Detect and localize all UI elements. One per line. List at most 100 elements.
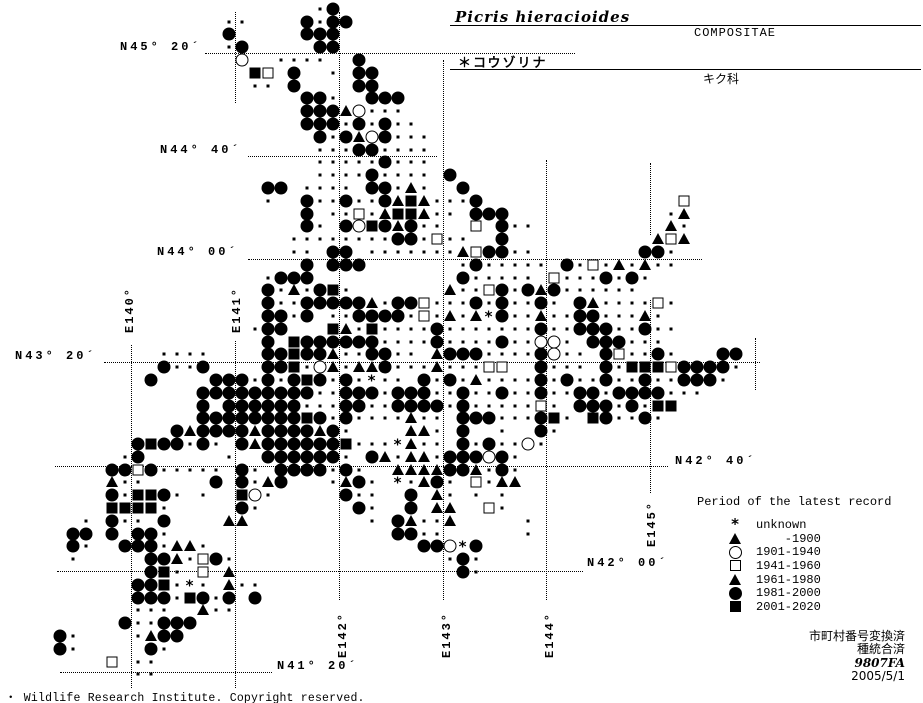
map-symbol-record-dot bbox=[721, 378, 724, 382]
map-symbol-asterisk-unknown: * bbox=[185, 576, 194, 595]
map-symbol-record-dot bbox=[227, 557, 230, 561]
map-symbol-open-square-1941-1960 bbox=[665, 361, 676, 373]
map-symbol-filled-circle-1981-2000 bbox=[729, 347, 742, 361]
map-symbol-filled-circle-1981-2000 bbox=[235, 437, 248, 451]
map-symbol-filled-circle-1981-2000 bbox=[274, 450, 287, 464]
map-symbol-filled-triangle-1961-1980 bbox=[456, 245, 469, 257]
legend-icon-open-square-1941-1960 bbox=[724, 560, 746, 572]
family-latin-name: COMPOSITAE bbox=[694, 26, 777, 40]
map-symbol-filled-circle-1981-2000 bbox=[300, 15, 313, 29]
map-symbol-record-dot bbox=[474, 442, 477, 446]
map-symbol-record-dot bbox=[162, 647, 165, 651]
map-symbol-filled-circle-1981-2000 bbox=[365, 450, 378, 464]
map-symbol-filled-triangle-1961-1980 bbox=[443, 514, 456, 526]
map-symbol-filled-circle-1981-2000 bbox=[144, 578, 157, 592]
map-symbol-filled-circle-1981-2000 bbox=[287, 424, 300, 438]
map-symbol-record-dot bbox=[136, 634, 139, 638]
map-symbol-record-dot bbox=[331, 416, 334, 420]
map-symbol-record-dot bbox=[227, 20, 230, 24]
map-symbol-record-dot bbox=[435, 442, 438, 446]
map-symbol-record-dot bbox=[396, 186, 399, 190]
map-symbol-filled-triangle-1961-1980 bbox=[261, 476, 274, 488]
map-symbol-record-dot bbox=[331, 186, 334, 190]
map-symbol-filled-circle-1981-2000 bbox=[456, 552, 469, 566]
map-symbol-record-dot bbox=[370, 506, 373, 510]
map-symbol-record-dot bbox=[370, 519, 373, 523]
map-symbol-filled-circle-1981-2000 bbox=[235, 501, 248, 515]
map-symbol-record-dot bbox=[591, 276, 594, 280]
legend-item: 1941-1960 bbox=[724, 559, 821, 573]
map-symbol-filled-circle-1981-2000 bbox=[144, 373, 157, 387]
map-symbol-record-dot bbox=[331, 237, 334, 241]
map-symbol-filled-circle-1981-2000 bbox=[157, 514, 170, 528]
map-symbol-filled-triangle-1961-1980 bbox=[339, 476, 352, 488]
map-symbol-record-dot bbox=[318, 7, 321, 11]
legend-icon-open-triangle-pre1900 bbox=[724, 533, 746, 545]
map-symbol-record-dot bbox=[344, 455, 347, 459]
map-symbol-record-dot bbox=[487, 301, 490, 305]
map-symbol-filled-circle-1981-2000 bbox=[300, 424, 313, 438]
map-symbol-filled-triangle-1961-1980 bbox=[534, 309, 547, 321]
map-symbol-record-dot bbox=[409, 160, 412, 164]
map-symbol-filled-triangle-1961-1980 bbox=[352, 130, 365, 142]
map-symbol-record-dot bbox=[331, 468, 334, 472]
map-symbol-record-dot bbox=[266, 493, 269, 497]
map-symbol-filled-circle-1981-2000 bbox=[339, 411, 352, 425]
map-symbol-filled-triangle-1961-1980 bbox=[170, 553, 183, 565]
latitude-line bbox=[248, 156, 437, 157]
map-symbol-filled-triangle-1961-1980 bbox=[404, 514, 417, 526]
map-symbol-record-dot bbox=[487, 378, 490, 382]
map-symbol-filled-circle-1981-2000 bbox=[482, 245, 495, 259]
map-symbol-filled-circle-1981-2000 bbox=[326, 437, 339, 451]
map-symbol-filled-circle-1981-2000 bbox=[378, 117, 391, 131]
map-symbol-filled-circle-1981-2000 bbox=[313, 283, 326, 297]
map-symbol-record-dot bbox=[214, 608, 217, 612]
map-symbol-filled-circle-1981-2000 bbox=[274, 399, 287, 413]
longitude-label: E140° bbox=[123, 286, 137, 334]
map-symbol-record-dot bbox=[656, 416, 659, 420]
map-symbol-record-dot bbox=[604, 288, 607, 292]
map-symbol-open-circle-1901-1940 bbox=[352, 219, 365, 233]
map-symbol-filled-circle-1981-2000 bbox=[287, 386, 300, 400]
map-symbol-record-dot bbox=[552, 391, 555, 395]
map-symbol-filled-triangle-1961-1980 bbox=[391, 220, 404, 232]
legend-item: -1900 bbox=[724, 532, 821, 546]
map-symbol-filled-circle-1981-2000 bbox=[170, 437, 183, 451]
map-symbol-record-dot bbox=[513, 224, 516, 228]
map-symbol-record-dot bbox=[357, 199, 360, 203]
map-symbol-record-dot bbox=[461, 237, 464, 241]
map-symbol-record-dot bbox=[149, 672, 152, 676]
map-symbol-filled-triangle-1961-1980 bbox=[183, 540, 196, 552]
map-symbol-record-dot bbox=[500, 263, 503, 267]
map-symbol-filled-square-2001-2020 bbox=[158, 579, 169, 591]
map-symbol-filled-circle-1981-2000 bbox=[300, 271, 313, 285]
map-symbol-filled-triangle-1961-1980 bbox=[378, 450, 391, 462]
legend-item-label: 1901-1940 bbox=[756, 545, 821, 560]
map-symbol-record-dot bbox=[357, 160, 360, 164]
map-symbol-filled-circle-1981-2000 bbox=[638, 245, 651, 259]
map-symbol-filled-circle-1981-2000 bbox=[235, 411, 248, 425]
map-symbol-record-dot bbox=[201, 468, 204, 472]
map-symbol-record-dot bbox=[214, 468, 217, 472]
map-symbol-record-dot bbox=[188, 365, 191, 369]
legend-symbol bbox=[728, 545, 742, 559]
map-symbol-filled-square-2001-2020 bbox=[405, 195, 416, 207]
map-symbol-open-square-1941-1960 bbox=[197, 566, 208, 578]
map-symbol-record-dot bbox=[448, 237, 451, 241]
map-symbol-record-dot bbox=[552, 365, 555, 369]
map-symbol-open-circle-1901-1940 bbox=[235, 53, 248, 67]
map-symbol-record-dot bbox=[578, 288, 581, 292]
map-symbol-filled-circle-1981-2000 bbox=[677, 373, 690, 387]
map-symbol-record-dot bbox=[565, 352, 568, 356]
map-symbol-record-dot bbox=[396, 455, 399, 459]
map-symbol-filled-circle-1981-2000 bbox=[313, 130, 326, 144]
latitude-line bbox=[60, 672, 272, 673]
map-symbol-filled-triangle-1961-1980 bbox=[443, 309, 456, 321]
map-symbol-filled-triangle-1961-1980 bbox=[443, 284, 456, 296]
map-symbol-open-square-1941-1960 bbox=[132, 464, 143, 476]
map-symbol-filled-circle-1981-2000 bbox=[300, 219, 313, 233]
map-symbol-record-dot bbox=[175, 365, 178, 369]
map-symbol-filled-circle-1981-2000 bbox=[287, 399, 300, 413]
map-symbol-record-dot bbox=[669, 263, 672, 267]
map-symbol-record-dot bbox=[630, 314, 633, 318]
